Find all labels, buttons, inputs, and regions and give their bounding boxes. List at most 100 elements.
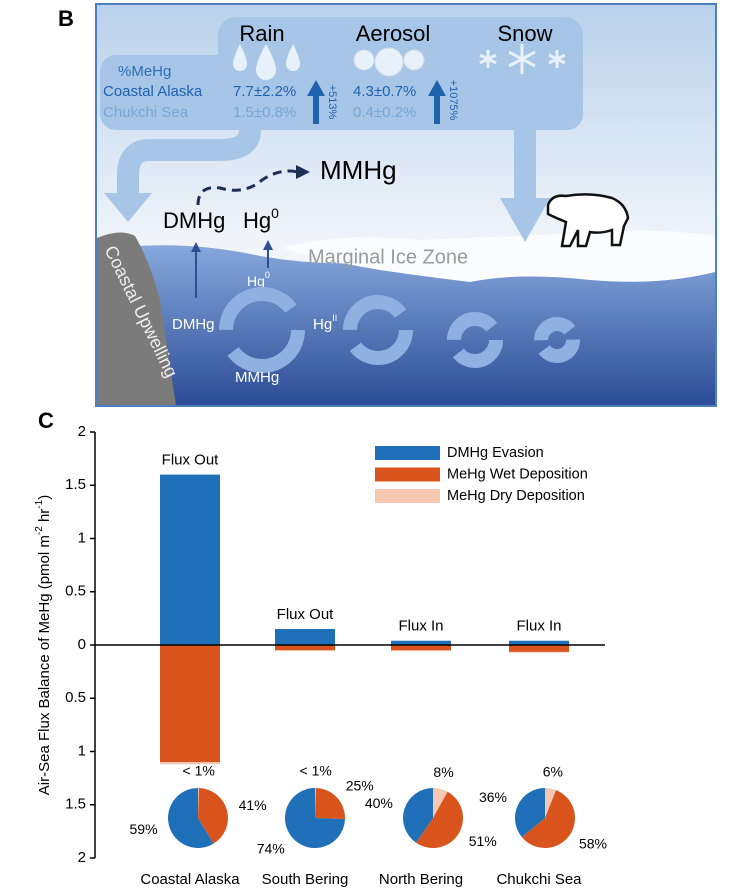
y-tick-label: 0 xyxy=(78,636,86,653)
bar-segment xyxy=(391,650,451,652)
legend-swatch xyxy=(375,446,440,460)
pie-label: 41% xyxy=(239,797,267,813)
bar-segment xyxy=(275,629,335,645)
flux-arrow xyxy=(263,240,273,250)
legend-swatch xyxy=(375,467,440,482)
pie-slice xyxy=(285,788,345,849)
flux-annotation: Flux Out xyxy=(277,606,335,623)
snowflakes xyxy=(479,44,566,74)
pie-label: < 1% xyxy=(183,763,215,779)
bar-segment xyxy=(509,640,569,645)
x-tick-label: Chukchi Sea xyxy=(496,871,582,888)
legend-label: DMHg Evasion xyxy=(447,445,544,461)
superscript: II xyxy=(332,313,337,323)
bar-segment xyxy=(391,645,451,651)
pie-slice xyxy=(521,790,575,848)
pie-label: < 1% xyxy=(300,763,332,779)
hg0-water: Hg0 xyxy=(247,270,270,288)
y-tick-label: 1 xyxy=(78,742,86,759)
bar-segment xyxy=(391,640,451,645)
deposition-arrow xyxy=(117,128,261,195)
legend-swatch xyxy=(375,489,440,503)
pie-slice xyxy=(198,788,229,844)
y-tick-label: 1.5 xyxy=(65,476,86,493)
y-tick-label: 0.5 xyxy=(65,583,86,600)
panel-label: B xyxy=(58,6,74,31)
pie-label: 40% xyxy=(365,795,393,811)
aerosol xyxy=(353,47,425,77)
superscript: 0 xyxy=(265,270,270,280)
precip-label: Rain xyxy=(239,21,284,46)
bar-segment xyxy=(160,762,220,765)
mmhg-air: MMHg xyxy=(320,155,397,185)
hg0-air: Hg0 xyxy=(243,205,279,233)
species: Hg xyxy=(247,273,265,289)
x-tick-label: North Bering xyxy=(379,871,463,888)
pie-label: 36% xyxy=(479,789,507,805)
cloud xyxy=(100,55,583,130)
label-part: hr xyxy=(36,509,53,527)
x-tick-label: Coastal Alaska xyxy=(140,871,240,888)
pie-slice xyxy=(415,791,464,849)
y-tick-label: 2 xyxy=(78,849,86,866)
legend-label: MeHg Dry Deposition xyxy=(447,488,585,504)
y-tick-label: 1 xyxy=(78,529,86,546)
pie-slice xyxy=(403,788,433,843)
y-axis-label: Air-Sea Flux Balance of MeHg (pmol m-2 h… xyxy=(34,495,53,795)
aerosol-value: 4.3±0.7% xyxy=(353,83,416,100)
pie-label: 58% xyxy=(579,836,607,852)
rain-drops xyxy=(233,44,300,80)
precip-label: Snow xyxy=(497,21,552,46)
pie-slice xyxy=(514,788,545,838)
y-tick-label: 1.5 xyxy=(65,796,86,813)
pie-label: 25% xyxy=(346,777,374,793)
flux-arrow xyxy=(191,242,201,252)
label-part: Air-Sea Flux Balance of MeHg (pmol m xyxy=(36,535,53,795)
region-label: Coastal Alaska xyxy=(103,83,203,100)
pie-label: 74% xyxy=(257,841,285,857)
y-tick-label: 2 xyxy=(78,423,86,440)
pie-slice xyxy=(168,788,214,848)
pie-slice xyxy=(315,788,316,818)
legend-label: MeHg Wet Deposition xyxy=(447,466,588,482)
species: Hg xyxy=(243,208,271,233)
superscript: -2 xyxy=(34,526,45,535)
coast xyxy=(97,232,176,405)
rain-value: 7.7±2.2% xyxy=(233,83,296,100)
superscript: -1 xyxy=(34,499,45,508)
panel-label: C xyxy=(38,408,54,433)
bar-segment xyxy=(160,645,220,763)
species: Hg xyxy=(313,316,332,333)
mixing-cycles xyxy=(219,287,580,373)
increase-label: +1075% xyxy=(447,80,459,121)
flux-annotation: Flux In xyxy=(516,618,561,635)
dmhg-water: DMHg xyxy=(172,316,215,333)
ice-label: Marginal Ice Zone xyxy=(308,246,468,268)
pie-slice xyxy=(315,788,345,820)
methylation-arrow xyxy=(196,169,299,206)
pie-label: 51% xyxy=(469,833,497,849)
pie-label: 8% xyxy=(433,764,453,780)
superscript: 0 xyxy=(271,205,279,221)
flux-annotation: Flux In xyxy=(398,618,443,635)
pie-label: 59% xyxy=(130,821,158,837)
hgii-water: HgII xyxy=(313,313,337,333)
deposition-arrow xyxy=(104,193,152,222)
pie-slice xyxy=(198,788,199,818)
deposition-arrow xyxy=(500,198,550,242)
label-part: ) xyxy=(36,495,53,500)
precip-label: Aerosol xyxy=(356,21,431,46)
increase-label: +513% xyxy=(326,85,338,120)
dmhg-air: DMHg xyxy=(163,208,225,233)
methylation-arrow xyxy=(296,165,310,179)
bar-segment xyxy=(160,474,220,645)
bar-segment xyxy=(509,645,569,652)
flux-annotation: Flux Out xyxy=(162,452,220,469)
pie-label: 6% xyxy=(543,764,563,780)
aerosol-value: 0.4±0.2% xyxy=(353,104,416,121)
increase-arrow xyxy=(307,80,325,96)
increase-arrow xyxy=(428,80,446,96)
mehg-title: %MeHg xyxy=(118,63,171,80)
